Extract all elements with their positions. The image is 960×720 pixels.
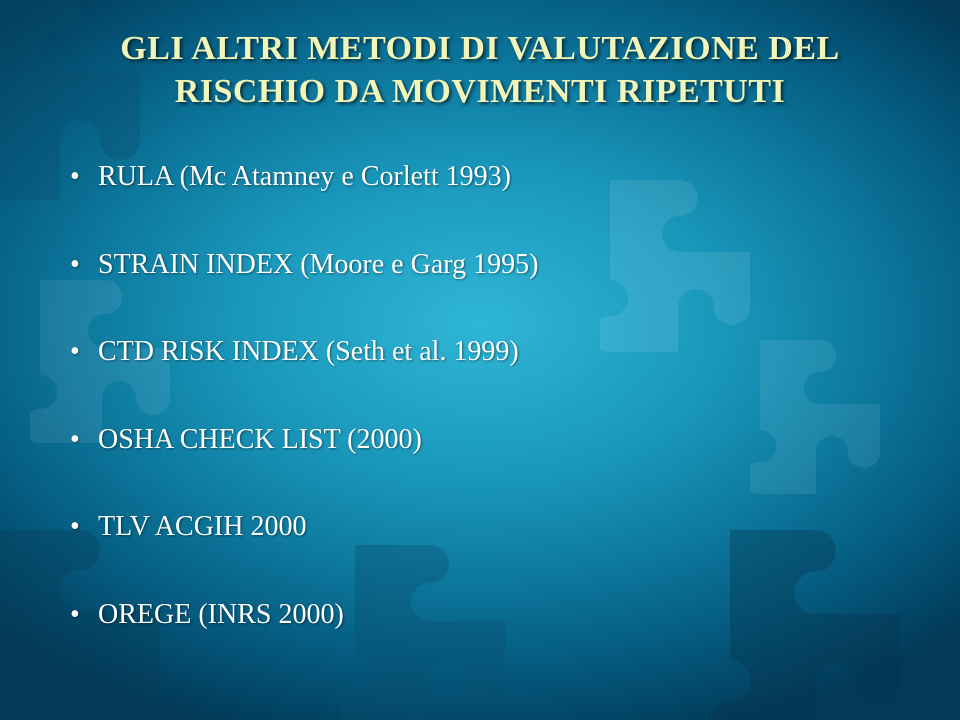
bullet-text: TLV ACGIH 2000 (98, 511, 306, 542)
slide-title: GLI ALTRI METODI DI VALUTAZIONE DEL RISC… (60, 28, 900, 113)
slide-body: RULA (Mc Atamney e Corlett 1993) STRAIN … (70, 160, 890, 686)
title-line-2: RISCHIO DA MOVIMENTI RIPETUTI (175, 73, 786, 110)
list-item: OSHA CHECK LIST (2000) (70, 423, 890, 457)
bullet-list: RULA (Mc Atamney e Corlett 1993) STRAIN … (70, 160, 890, 632)
list-item: RULA (Mc Atamney e Corlett 1993) (70, 160, 890, 194)
list-item: CTD RISK INDEX (Seth et al. 1999) (70, 335, 890, 369)
title-line-1: GLI ALTRI METODI DI VALUTAZIONE DEL (120, 30, 839, 67)
list-item: OREGE (INRS 2000) (70, 598, 890, 632)
bullet-text: OSHA CHECK LIST (2000) (98, 424, 422, 455)
list-item: STRAIN INDEX (Moore e Garg 1995) (70, 248, 890, 282)
bullet-text: OREGE (INRS 2000) (98, 599, 344, 630)
bullet-text: CTD RISK INDEX (Seth et al. 1999) (98, 336, 519, 367)
bullet-text: RULA (Mc Atamney e Corlett 1993) (98, 161, 511, 192)
slide: GLI ALTRI METODI DI VALUTAZIONE DEL RISC… (0, 0, 960, 720)
list-item: TLV ACGIH 2000 (70, 510, 890, 544)
bullet-text: STRAIN INDEX (Moore e Garg 1995) (98, 249, 538, 280)
